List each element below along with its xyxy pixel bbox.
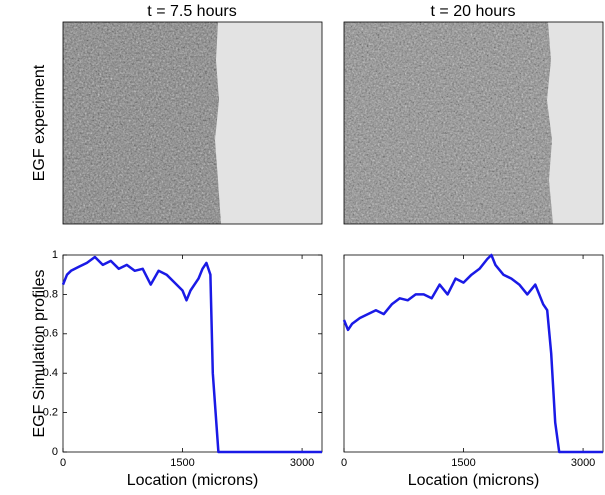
x-axis-label: Location (microns) — [408, 472, 540, 489]
y-tick-label: 0.4 — [43, 367, 58, 379]
row-label: EGF experiment — [31, 64, 48, 181]
x-tick-label: 0 — [341, 457, 347, 469]
x-tick-label: 3000 — [571, 457, 595, 469]
x-axis-label: Location (microns) — [127, 472, 259, 489]
y-tick-label: 0.8 — [43, 288, 58, 300]
y-tick-label: 0.6 — [43, 328, 58, 340]
panel-title: t = 7.5 hours — [147, 3, 236, 20]
x-tick-label: 1500 — [451, 457, 475, 469]
plot-frame — [343, 254, 604, 453]
x-tick-label: 3000 — [290, 457, 314, 469]
micrograph — [343, 21, 604, 225]
x-tick-label: 1500 — [170, 457, 194, 469]
y-tick-label: 1 — [52, 249, 58, 261]
profile-line — [342, 253, 603, 454]
profile-line — [61, 255, 322, 454]
plot-frame — [62, 254, 323, 453]
y-tick-label: 0 — [52, 446, 58, 458]
x-tick-label: 0 — [60, 457, 66, 469]
y-axis-label: EGF Simulation profiles — [31, 269, 48, 437]
panel-title: t = 20 hours — [431, 3, 516, 20]
y-tick-label: 0.2 — [43, 407, 58, 419]
micrograph — [62, 21, 323, 225]
